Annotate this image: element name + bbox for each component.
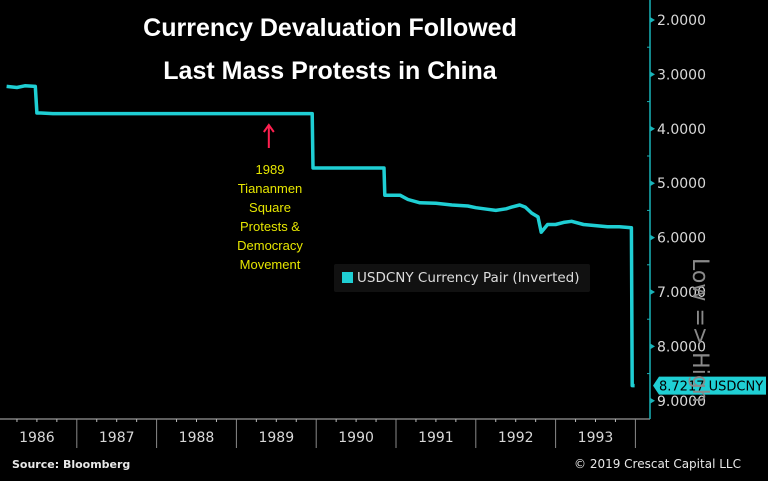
y-tick-label: 9.0000 (657, 394, 706, 410)
y-tick-mark (650, 180, 655, 187)
y-tick-label: 6.0000 (657, 231, 706, 247)
y-tick-label: 3.0000 (657, 67, 706, 83)
y-tick-mark (650, 289, 655, 295)
y-tick-label: 2.0000 (657, 13, 706, 29)
x-axis: 1986 1987 1988 1989 1990 1991 1992 1993 (0, 418, 650, 448)
y-tick-mark (650, 125, 655, 132)
x-tick-label: 1991 (418, 430, 454, 446)
y-tick-mark (650, 17, 655, 23)
y-tick-mark (650, 397, 655, 404)
y-tick-label: 4.0000 (657, 122, 706, 138)
y-tick-mark (650, 71, 655, 78)
y-tick-label: 5.0000 (657, 176, 706, 192)
series-layer (6, 84, 635, 388)
y-tick-label: 8.0000 (657, 339, 706, 355)
annotation-arrow-head (263, 123, 275, 133)
annotation-line: Square (249, 200, 291, 215)
annotation-line: 1989 (255, 162, 285, 177)
legend: USDCNY Currency Pair (Inverted) (334, 264, 590, 292)
source-note: Source: Bloomberg (12, 458, 131, 471)
x-tick-label: 1988 (179, 430, 215, 446)
chart-title-line-1: Currency Devaluation Followed (143, 14, 517, 42)
y-axis-label: Low => High (687, 258, 712, 403)
x-tick-label: 1992 (498, 430, 534, 446)
annotation-line: Movement (239, 257, 301, 272)
chart-title-line-2: Last Mass Protests in China (163, 57, 497, 85)
y-tick-label: 7.0000 (657, 285, 706, 301)
copyright-note: © 2019 Crescat Capital LLC (574, 457, 741, 471)
x-tick-label: 1993 (578, 430, 614, 446)
series-line-usdcny (6, 84, 635, 388)
x-tick-label: 1986 (19, 430, 55, 446)
annotation-line: Protests & (240, 219, 300, 234)
y-axis: 2.0000 3.0000 4.0000 5.0000 6.0000 7.0000 8.00… (647, 0, 706, 419)
y-tick-mark (650, 234, 655, 241)
x-tick-label: 1989 (258, 430, 294, 446)
annotation-line: Tiananmen (237, 181, 303, 196)
annotation-tiananmen: 1989 Tiananmen Square Protests & Democra… (230, 160, 310, 274)
last-value-group: 8.7217 USDCNY (653, 376, 766, 395)
last-value-label: 8.7217 USDCNY (659, 380, 763, 395)
annotation-line: Democracy (237, 238, 303, 253)
y-tick-mark (650, 343, 655, 350)
x-tick-label: 1987 (99, 430, 135, 446)
legend-label: USDCNY Currency Pair (Inverted) (357, 270, 580, 286)
x-tick-label: 1990 (338, 430, 374, 446)
legend-swatch (342, 272, 353, 283)
annotation-arrow-group (263, 123, 275, 148)
last-value-badge (653, 376, 766, 395)
